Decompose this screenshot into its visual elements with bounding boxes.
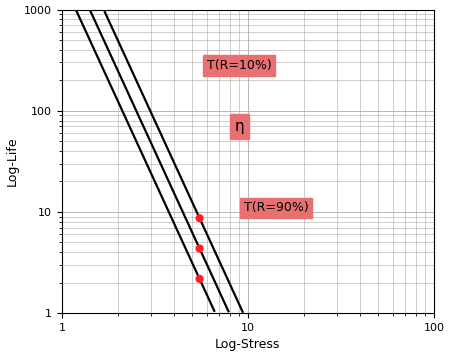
Text: T(R=90%): T(R=90%) [244,201,309,214]
Text: η: η [235,119,244,134]
Point [196,246,203,251]
Point [196,215,203,221]
Point [196,276,203,282]
Y-axis label: Log-Life: Log-Life [5,136,18,186]
X-axis label: Log-Stress: Log-Stress [215,338,281,351]
Text: T(R=10%): T(R=10%) [207,59,271,72]
